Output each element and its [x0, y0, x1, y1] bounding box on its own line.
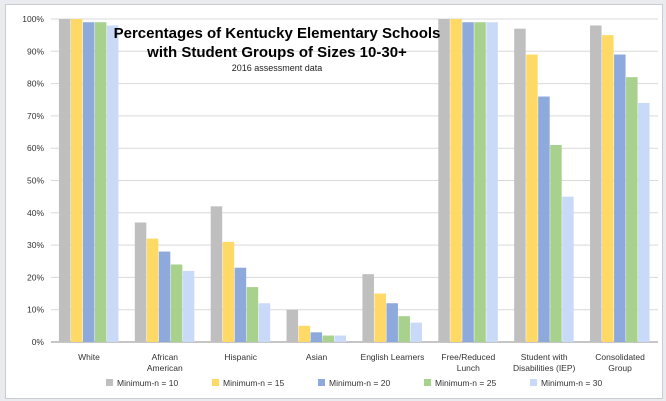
- bar: [410, 322, 422, 342]
- y-tick-label: 100%: [22, 14, 44, 24]
- category-label: Free/Reduced Lunch: [441, 352, 495, 373]
- bar: [386, 303, 398, 342]
- y-tick-label: 40%: [27, 208, 44, 218]
- legend-swatch: [530, 379, 537, 386]
- bar: [258, 303, 271, 342]
- bar: [82, 22, 95, 342]
- y-tick-label: 30%: [27, 240, 44, 250]
- category-label: Asian: [306, 352, 328, 362]
- legend-swatch: [212, 379, 219, 386]
- bar: [562, 196, 574, 342]
- bar: [550, 144, 562, 342]
- category-labels: White African American Hispanic Asian English…: [78, 352, 645, 373]
- bar: [106, 25, 119, 343]
- bar: [334, 335, 347, 342]
- bar: [246, 287, 259, 342]
- legend-label: Minimum-n = 10: [117, 378, 178, 388]
- bar: [450, 19, 462, 342]
- bar: [362, 274, 374, 342]
- bar: [374, 293, 386, 342]
- bar: [210, 206, 223, 342]
- bar: [134, 222, 147, 342]
- bar: [514, 28, 526, 342]
- chart-frame: 0% 10% 20% 30% 40% 50% 60% 70% 80% 90% 100% Percen…: [5, 4, 663, 399]
- legend-swatch: [318, 379, 325, 386]
- bars: [58, 19, 650, 343]
- bar: [614, 54, 626, 342]
- bar: [602, 35, 614, 343]
- chart-title-line-2: with Student Groups of Sizes 10-30+: [146, 44, 407, 61]
- bar: [170, 264, 183, 342]
- y-axis-ticks: 0% 10% 20% 30% 40% 50% 60% 70% 80% 90% 100%: [22, 14, 44, 347]
- y-tick-label: 90%: [27, 46, 44, 56]
- chart-subtitle: 2016 assessment data: [232, 63, 323, 73]
- bar: [474, 22, 486, 342]
- bar: [398, 316, 410, 342]
- legend-label: Minimum-n = 30: [541, 378, 602, 388]
- y-tick-label: 80%: [27, 79, 44, 89]
- bar: [526, 54, 538, 342]
- category-label: White: [78, 352, 100, 362]
- category-label: African American: [147, 352, 183, 373]
- y-tick-label: 20%: [27, 272, 44, 282]
- legend-swatch: [424, 379, 431, 386]
- bar: [462, 22, 474, 342]
- bar: [298, 325, 311, 342]
- bar: [438, 19, 450, 342]
- bar: [222, 241, 235, 342]
- legend: Minimum-n = 10 Minimum-n = 15 Minimum-n = …: [106, 378, 602, 388]
- bar: [158, 251, 171, 342]
- category-label: English Learners: [361, 352, 425, 362]
- bar: [322, 335, 335, 342]
- y-tick-label: 0%: [32, 337, 45, 347]
- category-label: Hispanic: [224, 352, 257, 362]
- category-label: Student with Disabilities (IEP): [513, 352, 576, 373]
- bar: [70, 19, 83, 342]
- bar: [590, 25, 602, 343]
- y-tick-label: 10%: [27, 305, 44, 315]
- bar: [58, 19, 71, 342]
- bar: [310, 332, 323, 342]
- legend-label: Minimum-n = 15: [223, 378, 284, 388]
- bar: [626, 77, 638, 342]
- bar: [146, 238, 159, 342]
- y-tick-label: 60%: [27, 143, 44, 153]
- bar: [286, 309, 299, 342]
- y-tick-label: 70%: [27, 111, 44, 121]
- bar-chart: 0% 10% 20% 30% 40% 50% 60% 70% 80% 90% 100% Percen…: [22, 14, 658, 388]
- chart-title-block: Percentages of Kentucky Elementary Schoo…: [114, 25, 441, 73]
- bar: [538, 96, 550, 343]
- legend-label: Minimum-n = 25: [435, 378, 496, 388]
- bar: [94, 22, 107, 342]
- bar: [486, 22, 498, 342]
- y-tick-label: 50%: [27, 176, 44, 186]
- legend-label: Minimum-n = 20: [329, 378, 390, 388]
- chart-title-line-1: Percentages of Kentucky Elementary Schoo…: [114, 25, 441, 42]
- category-label: Consolidated Group: [595, 352, 645, 373]
- bar: [234, 267, 247, 342]
- legend-swatch: [106, 379, 113, 386]
- bar: [182, 270, 195, 342]
- bar: [638, 102, 650, 342]
